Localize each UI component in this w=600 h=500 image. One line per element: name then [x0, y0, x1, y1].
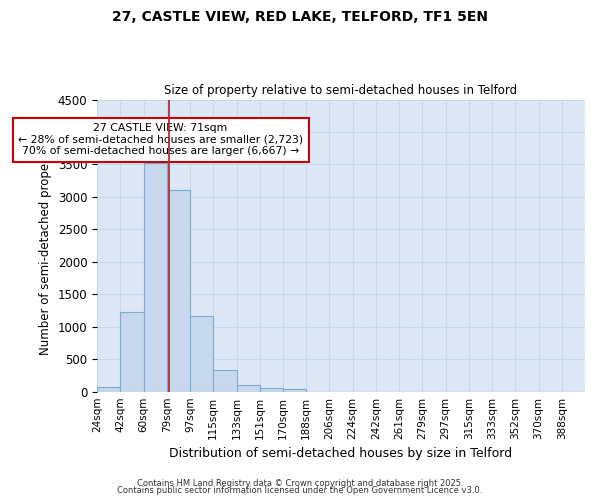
Text: 27, CASTLE VIEW, RED LAKE, TELFORD, TF1 5EN: 27, CASTLE VIEW, RED LAKE, TELFORD, TF1 …	[112, 10, 488, 24]
Bar	[97, 387, 121, 392]
Text: Contains public sector information licensed under the Open Government Licence v3: Contains public sector information licen…	[118, 486, 482, 495]
X-axis label: Distribution of semi-detached houses by size in Telford: Distribution of semi-detached houses by …	[169, 447, 512, 460]
Bar	[236, 385, 260, 392]
Bar	[260, 388, 283, 392]
Text: Contains HM Land Registry data © Crown copyright and database right 2025.: Contains HM Land Registry data © Crown c…	[137, 478, 463, 488]
Text: 27 CASTLE VIEW: 71sqm
← 28% of semi-detached houses are smaller (2,723)
70% of s: 27 CASTLE VIEW: 71sqm ← 28% of semi-deta…	[18, 123, 303, 156]
Bar	[283, 389, 306, 392]
Bar	[121, 312, 143, 392]
Bar	[167, 190, 190, 392]
Title: Size of property relative to semi-detached houses in Telford: Size of property relative to semi-detach…	[164, 84, 518, 97]
Bar	[143, 162, 167, 392]
Y-axis label: Number of semi-detached properties: Number of semi-detached properties	[39, 136, 52, 355]
Bar	[190, 316, 213, 392]
Bar	[213, 370, 236, 392]
